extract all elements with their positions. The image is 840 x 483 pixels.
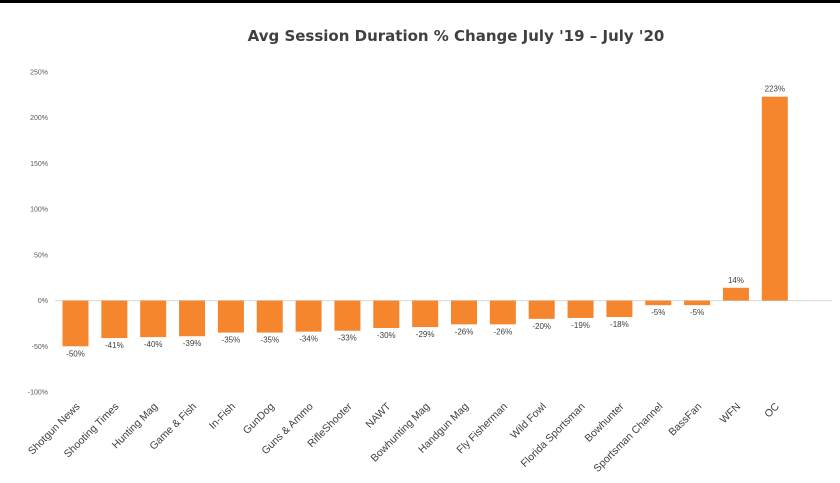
data-label: -39%: [183, 339, 202, 348]
bar: [101, 300, 128, 339]
data-label: -29%: [416, 330, 435, 339]
data-label: -50%: [66, 349, 85, 358]
bar: [140, 300, 167, 338]
data-label: -35%: [222, 336, 241, 345]
y-tick-label: 100%: [30, 207, 48, 214]
bar: [62, 300, 89, 347]
bar: [451, 300, 477, 325]
data-label: -20%: [532, 322, 551, 331]
y-tick-label: 0%: [38, 298, 48, 305]
bar: [334, 300, 361, 331]
x-tick-label: NAWT: [363, 400, 393, 430]
data-label: -19%: [571, 321, 590, 330]
y-tick-label: -100%: [28, 390, 48, 397]
bar: [606, 300, 633, 318]
bar: [217, 300, 244, 333]
data-label: -26%: [455, 327, 474, 336]
bar: [412, 300, 439, 328]
x-tick-label: GunDog: [241, 401, 277, 437]
bar: [684, 300, 711, 306]
data-label: -5%: [690, 308, 704, 317]
bar: [256, 300, 283, 333]
data-label: 223%: [765, 85, 785, 94]
bar: [179, 300, 206, 337]
bar: [722, 287, 749, 301]
chart-title: Avg Session Duration % Change July '19 –…: [247, 27, 665, 45]
y-tick-label: 200%: [30, 115, 48, 122]
bar: [295, 300, 322, 332]
data-label: 14%: [728, 276, 744, 285]
bar: [761, 96, 788, 301]
data-label: -18%: [610, 320, 629, 329]
top-border: [0, 0, 840, 3]
x-tick-label: OC: [762, 400, 782, 420]
y-tick-label: 150%: [30, 161, 48, 168]
data-label: -34%: [299, 335, 318, 344]
x-tick-label: In-Fish: [207, 401, 238, 432]
data-label: -26%: [494, 327, 513, 336]
y-tick-label: 250%: [30, 70, 48, 77]
data-label: -30%: [377, 331, 396, 340]
x-tick-label: BassFan: [666, 401, 704, 439]
x-tick-label: Wild Fowl: [508, 401, 549, 442]
y-tick-label: -50%: [32, 344, 48, 351]
data-label: -40%: [144, 340, 163, 349]
bar: [645, 300, 672, 306]
x-tick-label: Sportsman Channel: [591, 401, 665, 475]
data-label: -41%: [105, 341, 124, 350]
data-label: -35%: [260, 336, 279, 345]
bar: [489, 300, 516, 325]
y-tick-label: 50%: [34, 252, 48, 259]
data-label: -5%: [651, 308, 665, 317]
bar: [373, 300, 400, 328]
x-tick-label: WFN: [718, 401, 743, 426]
data-label: -33%: [338, 334, 357, 343]
bar: [567, 300, 594, 318]
bar: [528, 300, 555, 319]
